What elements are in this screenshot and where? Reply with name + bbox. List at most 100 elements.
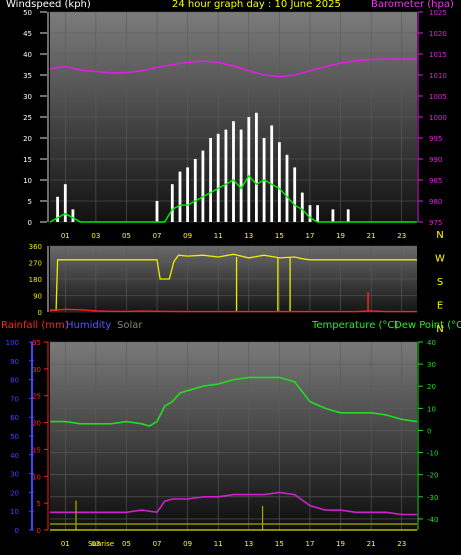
barometer-series-line (49, 58, 417, 78)
gust-bar (239, 129, 243, 222)
humidity-tick-label: 0 (15, 527, 19, 535)
humidity-tick-label: 40 (10, 452, 19, 460)
hour-tick-label: 05 (122, 232, 131, 240)
barometer-axis-title: Barometer (hpa) (371, 0, 454, 10)
temperature-tick-label: 0 (427, 427, 431, 435)
compass-label: N (436, 324, 443, 335)
gust-bar (255, 112, 258, 222)
rainfall-tick-label: 35 (32, 339, 41, 347)
hour-tick-label: 13 (244, 540, 253, 548)
gust-bar (193, 159, 197, 222)
humidity-tick-label: 20 (10, 489, 19, 497)
hour-tick-label: 15 (275, 232, 284, 240)
rainfall-tick-label: 15 (32, 446, 41, 454)
barometer-tick-label: 985 (429, 177, 442, 185)
solar-axis-title: Solar (117, 320, 143, 331)
direction-tick-label: 360 (29, 243, 42, 251)
hour-tick-label: 07 (153, 540, 162, 548)
hour-tick-label: 17 (305, 540, 314, 548)
barometer-tick-label: 975 (429, 219, 442, 227)
temperature-tick-label: -40 (427, 516, 438, 524)
hour-tick-label: 17 (305, 232, 314, 240)
hour-tick-label: 13 (244, 232, 253, 240)
hour-tick-label: 07 (153, 232, 162, 240)
sunrise-label: Sunrise (88, 540, 114, 548)
hour-tick-label: 15 (275, 540, 284, 548)
humidity-tick-label: 60 (10, 414, 19, 422)
barometer-tick-label: 1000 (429, 114, 447, 122)
direction-series-line (50, 253, 417, 311)
gust-bar (71, 209, 75, 222)
average-wind-series-line (49, 174, 417, 223)
hour-tick-label: 23 (397, 232, 406, 240)
rainfall-tick-label: 20 (32, 420, 41, 428)
rainfall-tick-label: 0 (37, 527, 41, 535)
temperature-axis-title: Temperature (°C) (312, 320, 399, 331)
direction-tick-label: 0 (38, 309, 42, 317)
temperature-panel-background (50, 342, 417, 530)
hour-tick-label: 05 (122, 540, 131, 548)
humidity-axis-title: Humidity (66, 320, 112, 331)
rainfall-tick-label: 10 (32, 473, 41, 481)
gust-series (56, 112, 350, 222)
direction-tick-label: 90 (33, 293, 42, 301)
hour-tick-label: 09 (183, 540, 192, 548)
hour-tick-label: 01 (61, 540, 70, 548)
barometer-tick-label: 980 (429, 198, 442, 206)
barometer-tick-label: 1025 (429, 9, 447, 17)
hour-tick-label: 03 (91, 232, 100, 240)
rainfall-axis-title: Rainfall (mm) (1, 320, 69, 331)
wind-tick-label: 30 (23, 93, 32, 101)
rainfall-tick-label: 5 (37, 500, 41, 508)
windspeed-axis-title: Windspeed (kph) (6, 0, 91, 10)
gust-bar (224, 129, 228, 222)
wind-tick-label: 40 (23, 51, 32, 59)
gust-bar (278, 142, 281, 222)
dewpoint-axis-title: Dew Point (°C) (394, 320, 461, 331)
hour-tick-label: 11 (214, 232, 223, 240)
humidity-tick-label: 70 (10, 395, 19, 403)
gust-bar (209, 138, 212, 222)
graph-title: 24 hour graph day : 10 June 2025 (172, 0, 341, 10)
gust-bar (155, 201, 159, 222)
humidity-tick-label: 90 (10, 358, 19, 366)
hour-tick-label: 21 (367, 540, 376, 548)
barometer-tick-label: 1020 (429, 30, 447, 38)
hour-tick-label: 21 (367, 232, 376, 240)
gust-bar (270, 125, 274, 222)
temperature-tick-label: -30 (427, 494, 438, 502)
barometer-tick-label: 1010 (429, 72, 447, 80)
compass-label: E (437, 301, 443, 312)
rainfall-tick-label: 30 (32, 366, 41, 374)
rain-trace-series-line (49, 308, 417, 313)
rainfall-tick-label: 25 (32, 393, 41, 401)
barometer-tick-label: 1015 (429, 51, 447, 59)
gust-bar (300, 192, 304, 222)
temperature-tick-label: 40 (427, 339, 436, 347)
gust-bar (178, 171, 182, 222)
gust-bar (331, 209, 335, 222)
gust-bar (232, 121, 235, 222)
wind-tick-label: 0 (28, 219, 32, 227)
humidity-tick-label: 50 (10, 433, 19, 441)
gust-bar (170, 184, 174, 222)
temperature-tick-label: -20 (427, 472, 438, 480)
hour-tick-label: 03 (91, 540, 100, 548)
gust-bar (247, 117, 251, 222)
gust-bar (285, 154, 289, 222)
gust-bar (216, 133, 220, 222)
gust-bar (56, 196, 59, 222)
temperature-series-line (50, 376, 418, 427)
hour-tick-label: 23 (397, 540, 406, 548)
wind-tick-label: 50 (23, 9, 32, 17)
wind-tick-label: 20 (23, 135, 32, 143)
wind-tick-label: 15 (23, 156, 32, 164)
barometer-tick-label: 995 (429, 135, 442, 143)
compass-label: W (435, 254, 445, 265)
wind-tick-label: 35 (23, 72, 32, 80)
temperature-tick-label: 20 (427, 383, 436, 391)
humidity-tick-label: 30 (10, 471, 19, 479)
gust-bar (63, 184, 67, 222)
